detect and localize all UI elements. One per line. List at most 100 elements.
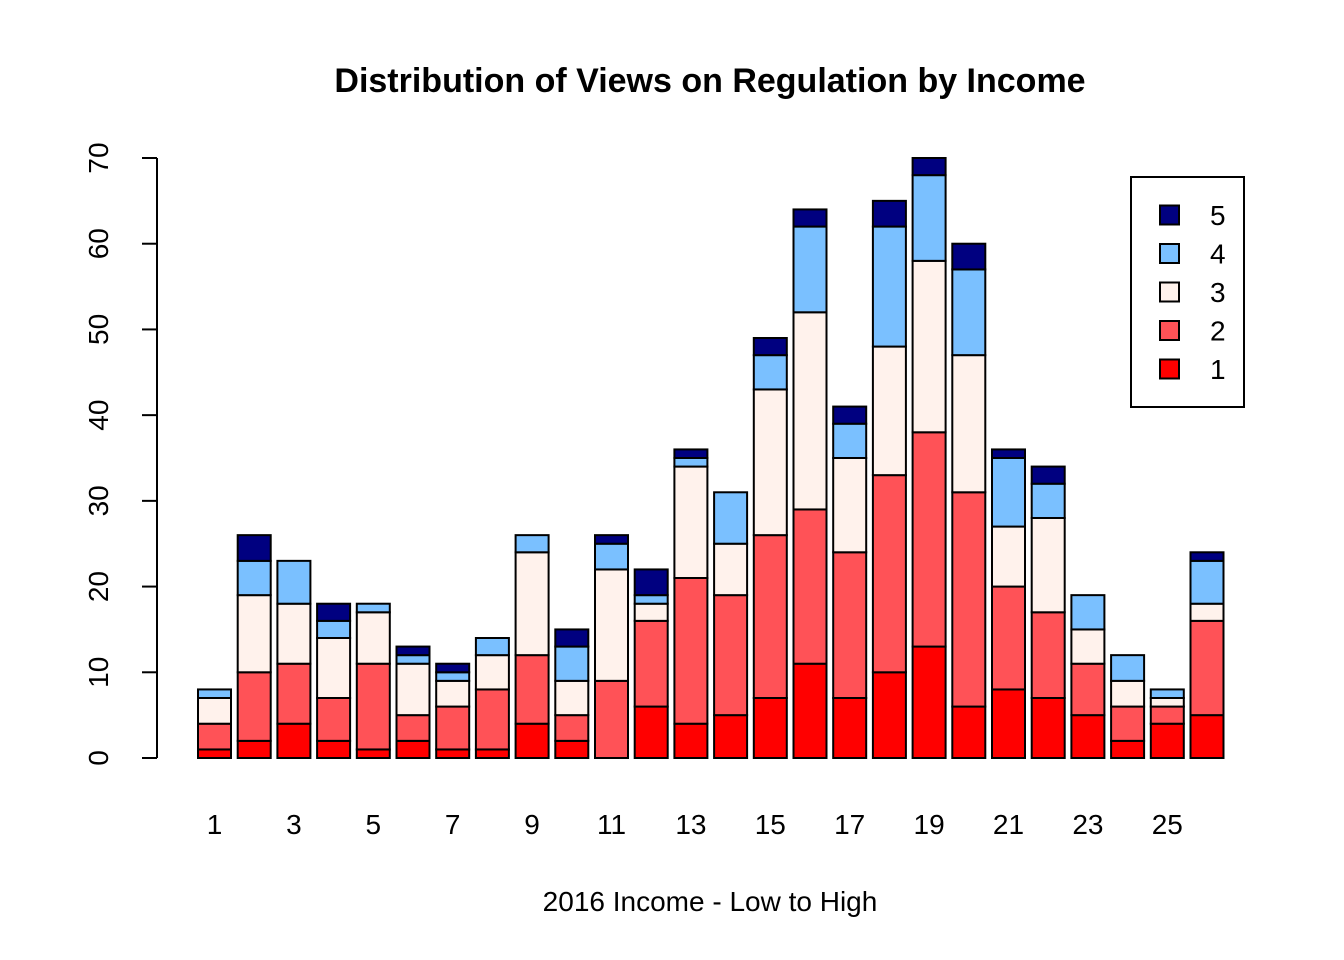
bar-segment-20-3 bbox=[951, 354, 987, 494]
bar-segment-15-4 bbox=[752, 354, 788, 391]
bar-segment-5-3 bbox=[355, 611, 391, 665]
bar-segment-8-3 bbox=[474, 654, 510, 691]
bar-segment-21-5 bbox=[991, 448, 1026, 459]
x-tick-label: 13 bbox=[675, 809, 706, 840]
bar-segment-13-3 bbox=[673, 465, 709, 580]
bar-segment-10-2 bbox=[554, 714, 590, 742]
x-tick-label: 3 bbox=[286, 809, 302, 840]
y-axis-ticks: 0 10 20 30 40 50 60 70 bbox=[83, 142, 157, 766]
bar-segment-26-4 bbox=[1189, 559, 1225, 605]
bar-segment-7-4 bbox=[435, 671, 471, 682]
bar-segment-11-5 bbox=[594, 534, 629, 545]
bar-segment-22-4 bbox=[1030, 482, 1066, 520]
bar-segment-18-1 bbox=[871, 671, 907, 759]
bar-segment-19-5 bbox=[911, 157, 947, 177]
legend-label-1: 1 bbox=[1210, 354, 1226, 385]
y-tick-label: 20 bbox=[83, 571, 114, 602]
bar-group bbox=[197, 157, 1225, 760]
bar-segment-2-2 bbox=[236, 671, 272, 742]
bar-segment-19-1 bbox=[911, 645, 947, 759]
bar-segment-6-5 bbox=[395, 645, 431, 657]
bar-segment-20-5 bbox=[951, 242, 987, 271]
x-tick-label: 19 bbox=[914, 809, 945, 840]
bar-segment-13-2 bbox=[673, 577, 709, 725]
legend-label-2: 2 bbox=[1210, 316, 1226, 347]
bar-segment-15-1 bbox=[752, 697, 788, 759]
bar-segment-4-3 bbox=[316, 637, 352, 699]
bar-segment-22-5 bbox=[1030, 465, 1066, 485]
bar-segment-13-1 bbox=[673, 722, 709, 760]
bar-segment-17-2 bbox=[832, 551, 868, 699]
bar-segment-7-2 bbox=[435, 705, 471, 751]
bar-segment-5-4 bbox=[355, 602, 391, 614]
bar-segment-15-2 bbox=[752, 534, 788, 700]
y-tick-label: 30 bbox=[83, 485, 114, 516]
bar-segment-22-1 bbox=[1030, 697, 1066, 759]
bar-segment-26-1 bbox=[1189, 714, 1225, 760]
bar-segment-20-1 bbox=[951, 705, 987, 759]
bar-segment-12-4 bbox=[633, 594, 669, 605]
bar-segment-4-2 bbox=[316, 697, 352, 742]
bar-segment-14-4 bbox=[713, 491, 749, 545]
bar-segment-17-3 bbox=[832, 457, 868, 554]
bar-segment-12-5 bbox=[633, 568, 669, 597]
x-tick-label: 17 bbox=[834, 809, 865, 840]
bar-segment-6-2 bbox=[395, 714, 431, 742]
legend-label-4: 4 bbox=[1210, 239, 1226, 270]
bar-segment-26-3 bbox=[1189, 602, 1225, 622]
bar-segment-11-4 bbox=[594, 542, 629, 571]
legend-label-5: 5 bbox=[1210, 200, 1226, 231]
bar-segment-4-4 bbox=[316, 619, 352, 639]
bar-segment-16-3 bbox=[792, 311, 828, 511]
bar-segment-7-5 bbox=[435, 662, 471, 674]
x-axis-label: 2016 Income - Low to High bbox=[543, 886, 878, 917]
bar-segment-1-2 bbox=[197, 722, 232, 751]
bar-segment-15-3 bbox=[752, 388, 788, 537]
bar-segment-9-1 bbox=[514, 722, 550, 760]
bar-segment-24-3 bbox=[1110, 679, 1146, 708]
bar-segment-2-4 bbox=[236, 559, 272, 597]
x-tick-label: 11 bbox=[597, 809, 626, 840]
bar-segment-2-5 bbox=[236, 534, 272, 562]
bar-segment-21-2 bbox=[991, 585, 1026, 691]
bar-segment-3-1 bbox=[276, 722, 312, 760]
bar-segment-8-4 bbox=[474, 637, 510, 657]
bar-segment-18-2 bbox=[871, 474, 907, 674]
bar-segment-10-1 bbox=[554, 739, 590, 759]
bar-segment-7-1 bbox=[435, 748, 471, 760]
bar-segment-10-5 bbox=[554, 628, 590, 648]
bar-segment-14-3 bbox=[713, 542, 749, 597]
bar-segment-22-2 bbox=[1030, 611, 1066, 699]
bar-segment-17-1 bbox=[832, 697, 868, 759]
bar-segment-6-3 bbox=[395, 662, 431, 717]
chart-title: Distribution of Views on Regulation by I… bbox=[334, 62, 1085, 100]
bar-segment-25-4 bbox=[1149, 688, 1185, 700]
bar-segment-8-2 bbox=[474, 688, 510, 751]
bar-segment-9-4 bbox=[514, 534, 550, 554]
bar-segment-21-3 bbox=[991, 525, 1026, 588]
legend-swatch-3 bbox=[1159, 281, 1180, 303]
bar-segment-20-2 bbox=[951, 491, 987, 708]
bar-segment-4-5 bbox=[316, 602, 352, 622]
bar-segment-24-2 bbox=[1110, 705, 1146, 742]
bar-segment-15-5 bbox=[752, 337, 788, 357]
bar-segment-4-1 bbox=[316, 739, 352, 759]
bar-segment-16-4 bbox=[792, 225, 828, 314]
bar-segment-12-1 bbox=[633, 705, 669, 759]
bar-segment-17-5 bbox=[832, 405, 868, 425]
legend-label-3: 3 bbox=[1210, 277, 1226, 308]
bar-segment-23-2 bbox=[1070, 662, 1106, 717]
legend-swatch-5 bbox=[1159, 204, 1180, 226]
legend-box bbox=[1130, 176, 1245, 408]
x-tick-label: 21 bbox=[993, 809, 1024, 840]
bar-segment-16-5 bbox=[792, 208, 828, 228]
bar-segment-21-1 bbox=[991, 688, 1026, 760]
x-tick-label: 25 bbox=[1152, 809, 1183, 840]
bar-segment-9-2 bbox=[514, 654, 550, 725]
bar-segment-18-4 bbox=[871, 225, 907, 348]
x-axis-tick-labels: 1 3 5 7 9 11 13 15 17 19 21 23 25 bbox=[207, 809, 1183, 840]
bar-segment-3-4 bbox=[276, 559, 312, 605]
y-tick-label: 0 bbox=[83, 750, 114, 766]
legend: 5 4 3 2 1 bbox=[1130, 176, 1245, 408]
bar-segment-23-3 bbox=[1070, 628, 1106, 665]
